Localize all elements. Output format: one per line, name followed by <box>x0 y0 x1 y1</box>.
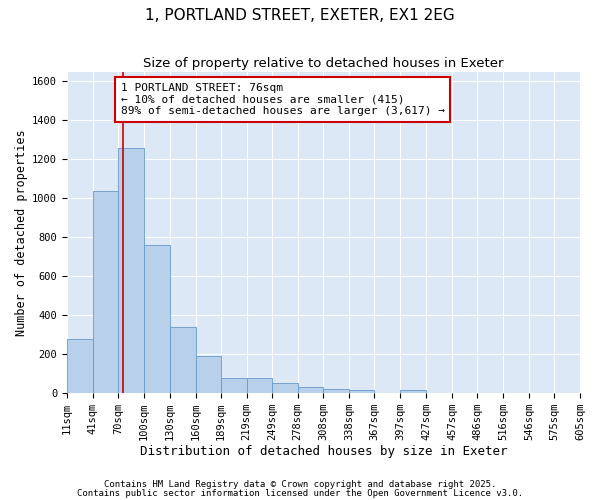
Bar <box>118 148 144 393</box>
Bar <box>67 338 93 393</box>
Bar <box>196 356 221 393</box>
Text: Contains public sector information licensed under the Open Government Licence v3: Contains public sector information licen… <box>77 488 523 498</box>
Title: Size of property relative to detached houses in Exeter: Size of property relative to detached ho… <box>143 58 503 70</box>
Bar <box>221 378 247 393</box>
X-axis label: Distribution of detached houses by size in Exeter: Distribution of detached houses by size … <box>140 444 507 458</box>
Text: 1, PORTLAND STREET, EXETER, EX1 2EG: 1, PORTLAND STREET, EXETER, EX1 2EG <box>145 8 455 22</box>
Bar <box>400 390 426 393</box>
Bar <box>323 389 349 393</box>
Y-axis label: Number of detached properties: Number of detached properties <box>15 129 28 336</box>
Bar <box>272 384 298 393</box>
Bar <box>298 388 323 393</box>
Text: 1 PORTLAND STREET: 76sqm
← 10% of detached houses are smaller (415)
89% of semi-: 1 PORTLAND STREET: 76sqm ← 10% of detach… <box>121 83 445 116</box>
Text: Contains HM Land Registry data © Crown copyright and database right 2025.: Contains HM Land Registry data © Crown c… <box>104 480 496 489</box>
Bar <box>349 390 374 393</box>
Bar <box>144 245 170 393</box>
Bar <box>93 190 118 393</box>
Bar <box>170 327 196 393</box>
Bar <box>247 378 272 393</box>
